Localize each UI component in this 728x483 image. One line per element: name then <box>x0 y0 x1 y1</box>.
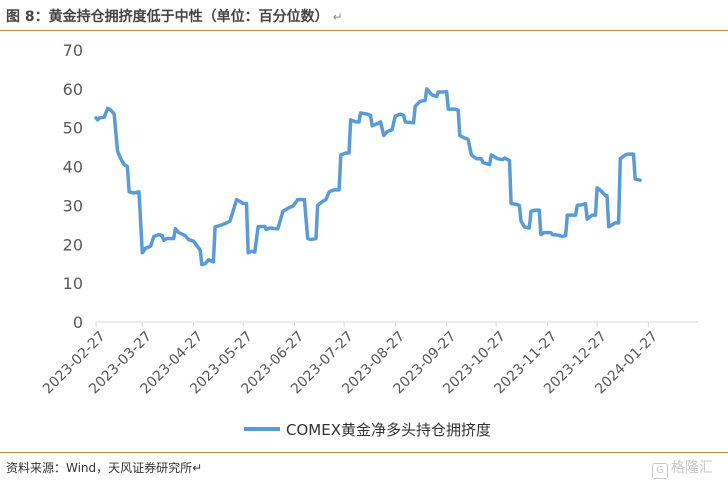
y-axis: 0 10 20 30 40 50 60 70 <box>63 41 83 332</box>
chart-title: 图 8：黄金持仓拥挤度低于中性（单位：百分位数） ↵ <box>6 6 343 26</box>
chart-title-text: 图 8：黄金持仓拥挤度低于中性（单位：百分位数） <box>6 9 329 25</box>
return-mark-icon: ↵ <box>332 10 343 24</box>
y-tick-label: 20 <box>63 235 83 254</box>
line-chart: 0 10 20 30 40 50 60 70 2023-02-272023-03-272023… <box>40 41 698 439</box>
series-line <box>94 87 642 267</box>
series-layer <box>94 87 642 267</box>
bottom-divider <box>0 452 728 453</box>
y-tick-label: 10 <box>63 274 83 293</box>
source-note: 资料来源：Wind，天风证券研究所↵ <box>6 461 203 475</box>
x-axis: 2023-02-272023-03-272023-04-272023-05-27… <box>40 321 698 397</box>
watermark-logo-icon: G <box>652 463 668 479</box>
y-tick-label: 30 <box>63 196 83 215</box>
y-tick-label: 0 <box>73 313 83 332</box>
watermark-text: 格隆汇 <box>671 460 713 476</box>
y-tick-label: 60 <box>63 80 83 99</box>
y-tick-label: 70 <box>63 41 83 60</box>
y-tick-label: 40 <box>63 158 83 177</box>
legend: COMEX黄金净多头持仓拥挤度 <box>244 421 491 439</box>
legend-label: COMEX黄金净多头持仓拥挤度 <box>286 421 491 439</box>
y-tick-label: 50 <box>63 119 83 138</box>
watermark: G 格隆汇 <box>652 457 713 479</box>
top-divider <box>0 30 728 31</box>
